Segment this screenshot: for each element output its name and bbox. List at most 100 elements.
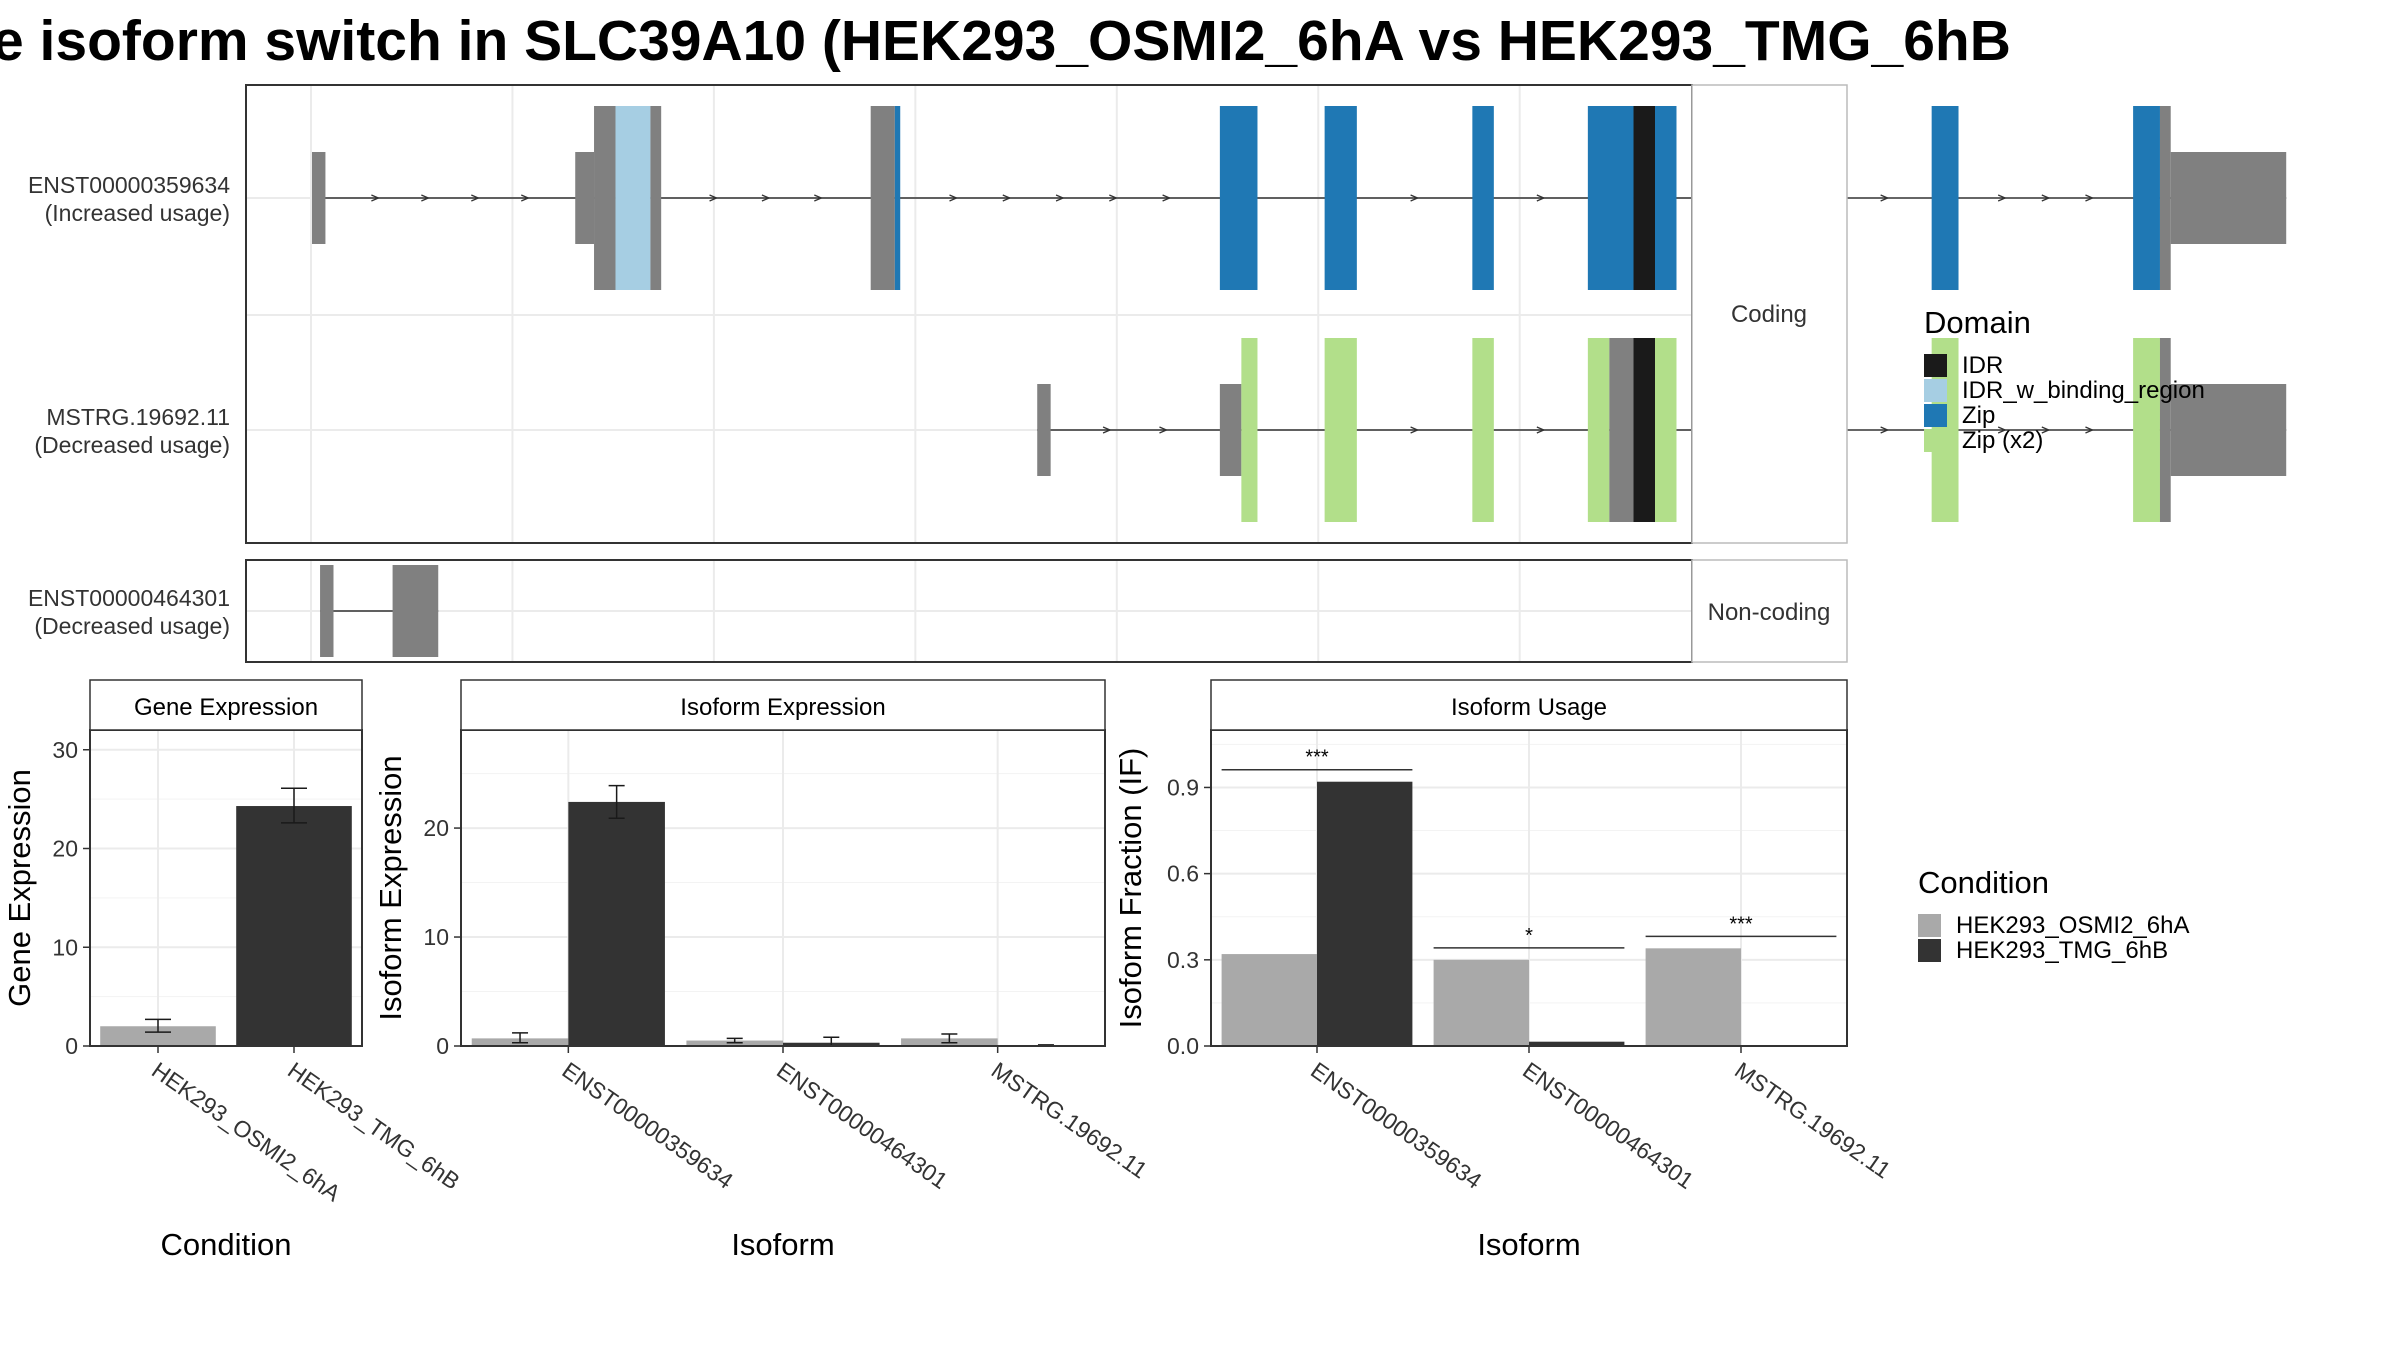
- domain-legend-key: [1924, 404, 1947, 427]
- domain-segment: [615, 106, 651, 290]
- bar: [568, 801, 665, 1046]
- domain-segment: [1931, 106, 1959, 290]
- intron-arrow: [471, 194, 480, 202]
- error-bar: [512, 1032, 529, 1044]
- domain-legend-label: Zip (x2): [1962, 427, 2043, 454]
- exon-block: [2159, 338, 2171, 522]
- x-tick-label: ENST00000359634: [1306, 1057, 1487, 1194]
- exon-block: [312, 152, 326, 244]
- y-tick-label: 10: [423, 924, 449, 950]
- domain-legend-key: [1924, 429, 1947, 452]
- y-tick-label: 0: [65, 1033, 78, 1059]
- y-tick-label: 0: [436, 1033, 449, 1059]
- panel-title: Isoform Usage: [1451, 694, 1607, 721]
- panel-title: Isoform Expression: [680, 694, 885, 721]
- bar-chart-panels: 0102030HEK293_OSMI2_6hAHEK293_TMG_6hBGen…: [2, 679, 1896, 1262]
- domain-segment: [894, 106, 901, 290]
- exon-block: [2170, 384, 2287, 476]
- intron-arrow: [2085, 194, 2095, 202]
- intron-arrow: [1002, 194, 1012, 202]
- domain-segment: [1633, 338, 1655, 522]
- intron-arrow: [1880, 426, 1890, 434]
- domain-segment: [2133, 106, 2160, 290]
- intron-arrow: [1162, 194, 1172, 202]
- y-tick-label: 20: [423, 815, 449, 841]
- intron-arrow: [761, 194, 771, 202]
- bar-panel: 0 10 20 ENST00000359634 ENST00000464301 MSTRG…: [373, 679, 1152, 1262]
- coding-strip-label: Coding: [1731, 301, 1807, 328]
- y-axis-title: Gene Expression: [2, 769, 37, 1007]
- y-axis-title: Isoform Expression: [373, 755, 408, 1020]
- intron-arrow: [709, 194, 719, 202]
- intron-arrow: [1410, 426, 1420, 434]
- domain-legend-title: Domain: [1924, 305, 2031, 340]
- exon-block: [1037, 384, 1051, 476]
- error-bar: [608, 784, 625, 820]
- domain-segment: [1472, 338, 1494, 522]
- x-tick-label: MSTRG.19692.11: [1730, 1057, 1895, 1184]
- exon-block: [1219, 384, 1242, 476]
- bar: [1529, 1041, 1625, 1046]
- domain-segment: [1587, 106, 1634, 290]
- y-tick-label: 0.3: [1167, 947, 1199, 973]
- domain-legend-key: [1924, 354, 1947, 377]
- domain-segment: [1633, 106, 1655, 290]
- bar: [1433, 959, 1529, 1046]
- y-tick-label: 20: [52, 836, 78, 862]
- noncoding-strip-label: Non-coding: [1708, 599, 1831, 626]
- x-tick-label: ENST00000464301: [1518, 1057, 1698, 1194]
- x-tick-label: ENST00000359634: [557, 1057, 738, 1194]
- condition-legend-key: [1918, 914, 1941, 937]
- exon-block: [870, 106, 895, 290]
- panel-strip: [460, 679, 1106, 731]
- transcript-usage-label: (Decreased usage): [34, 613, 230, 639]
- domain-segment: [1324, 338, 1357, 522]
- domain-segment: [1587, 338, 1610, 522]
- coding-strip: [1691, 84, 1848, 544]
- exon-block: [2159, 106, 2171, 290]
- exon-block: [1609, 338, 1634, 522]
- y-axis-title: Isoform Fraction (IF): [1113, 748, 1148, 1029]
- exon-block: [594, 106, 616, 290]
- significance-label: *: [1525, 925, 1533, 947]
- intron-arrow: [2041, 194, 2051, 202]
- domain-segment: [2133, 338, 2160, 522]
- domain-legend-label: IDR_w_binding_region: [1962, 377, 2205, 404]
- x-axis-title: Isoform: [731, 1227, 834, 1262]
- intron-arrow: [1536, 426, 1546, 434]
- domain-legend-label: Zip: [1962, 402, 1995, 429]
- panel-title: Gene Expression: [134, 694, 318, 721]
- domain-legend-key: [1924, 379, 1947, 402]
- error-bar: [145, 1018, 171, 1033]
- domain-segment: [1241, 338, 1258, 522]
- intron-arrow: [949, 194, 959, 202]
- exon-block: [650, 106, 662, 290]
- intron-arrow: [521, 194, 530, 202]
- intron-arrow: [1997, 194, 2007, 202]
- intron-arrow: [2041, 426, 2051, 434]
- domain-segment: [1655, 338, 1677, 522]
- bar: [1221, 954, 1317, 1046]
- transcript-structure-panel: ENST00000359634(Increased usage) MSTRG.19…: [28, 84, 2287, 663]
- y-tick-label: 0.6: [1167, 861, 1199, 887]
- transcript-usage-label: (Decreased usage): [34, 432, 230, 458]
- intron-arrow: [1159, 426, 1169, 434]
- bar: [100, 1026, 216, 1046]
- significance-label: ***: [1305, 747, 1329, 769]
- intron-arrow: [421, 194, 430, 202]
- domain-segment: [1219, 106, 1258, 290]
- error-bar: [726, 1037, 743, 1044]
- domain-segment: [1472, 106, 1494, 290]
- intron-arrow: [1102, 426, 1112, 434]
- intron-arrow: [2085, 426, 2095, 434]
- intron-arrow: [1880, 194, 1890, 202]
- noncoding-strip: [1691, 559, 1848, 663]
- x-tick-label: ENST00000464301: [772, 1057, 952, 1194]
- exon-block: [575, 152, 595, 244]
- condition-legend-title: Condition: [1918, 865, 2049, 900]
- intron-arrow: [1997, 426, 2007, 434]
- intron-arrow: [1410, 194, 1420, 202]
- domain-segment: [1324, 106, 1357, 290]
- intron-arrow: [1055, 194, 1065, 202]
